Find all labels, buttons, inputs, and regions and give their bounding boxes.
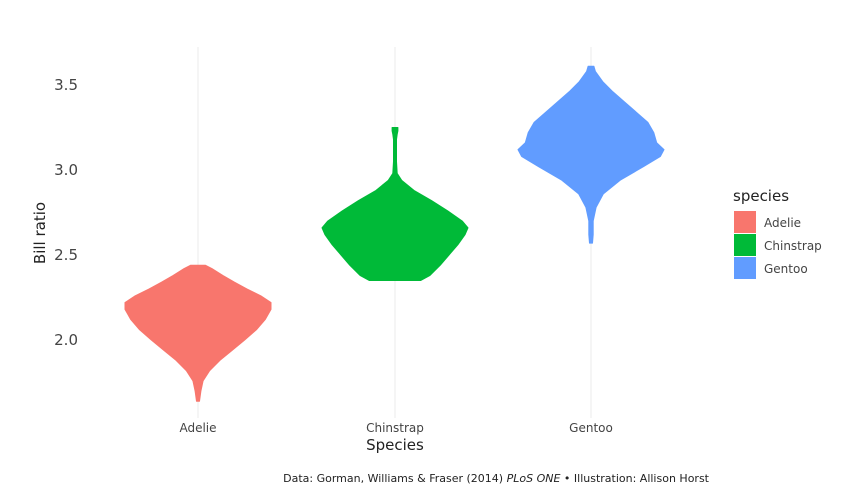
caption-prefix: Data: Gorman, Williams & Fraser (2014) bbox=[283, 472, 507, 485]
x-axis-title: Species bbox=[366, 436, 424, 454]
x-tick-label-adelie: Adelie bbox=[179, 421, 216, 435]
x-tick-label-gentoo: Gentoo bbox=[569, 421, 613, 435]
legend-swatch-chinstrap bbox=[734, 234, 756, 256]
legend: species Adelie Chinstrap Gentoo bbox=[733, 187, 822, 279]
y-tick-label: 3.5 bbox=[54, 76, 78, 94]
caption-suffix: • Illustration: Allison Horst bbox=[560, 472, 709, 485]
violins bbox=[124, 65, 665, 402]
legend-label-gentoo: Gentoo bbox=[764, 262, 808, 276]
y-axis-title: Bill ratio bbox=[31, 202, 49, 264]
y-tick-labels: 2.0 2.5 3.0 3.5 bbox=[54, 76, 78, 349]
legend-swatch-adelie bbox=[734, 211, 756, 233]
legend-title: species bbox=[733, 187, 789, 205]
x-tick-label-chinstrap: Chinstrap bbox=[366, 421, 424, 435]
y-tick-label: 2.0 bbox=[54, 331, 78, 349]
legend-swatch-gentoo bbox=[734, 257, 756, 279]
legend-label-chinstrap: Chinstrap bbox=[764, 239, 822, 253]
x-tick-labels: Adelie Chinstrap Gentoo bbox=[179, 421, 612, 435]
y-tick-label: 3.0 bbox=[54, 161, 78, 179]
violin-adelie bbox=[124, 264, 272, 402]
legend-label-adelie: Adelie bbox=[764, 216, 801, 230]
caption-journal: PLoS ONE bbox=[506, 472, 561, 485]
violin-gentoo bbox=[517, 65, 665, 244]
y-tick-label: 2.5 bbox=[54, 246, 78, 264]
violin-chinstrap bbox=[321, 127, 469, 281]
caption: Data: Gorman, Williams & Fraser (2014) P… bbox=[0, 472, 864, 485]
